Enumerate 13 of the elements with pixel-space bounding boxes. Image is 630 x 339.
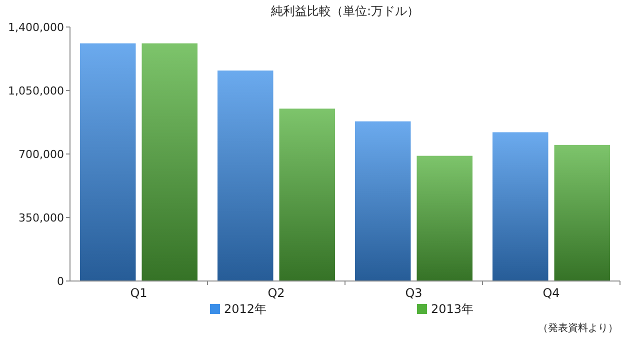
y-tick-label: 350,000 xyxy=(18,212,64,224)
text: （発表資料より） xyxy=(538,322,618,334)
legend-label: 2012年 xyxy=(224,302,267,316)
y-tick-label: 1,400,000 xyxy=(8,21,64,34)
x-tick-label: Q3 xyxy=(405,286,422,300)
y-tick-label: 0 xyxy=(57,275,64,288)
x-tick-label: Q1 xyxy=(130,286,148,300)
chart-title: 純利益比較（単位:万ドル） xyxy=(270,4,420,18)
y-tick-label: 1,050,000 xyxy=(8,84,64,98)
x-tick-label: Q4 xyxy=(542,286,560,300)
x-tick-label: Q2 xyxy=(268,286,285,300)
y-tick-label: 700,000 xyxy=(18,148,64,161)
legend-label: 2013年 xyxy=(431,302,474,316)
